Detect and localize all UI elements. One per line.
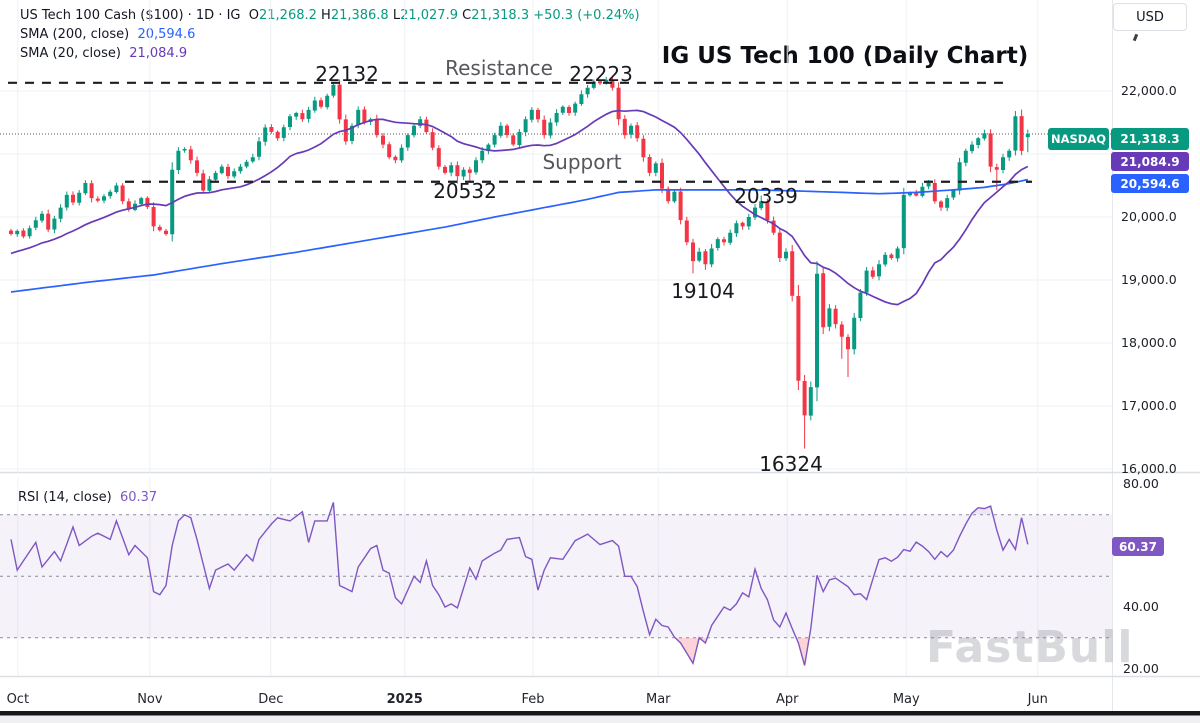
price-axis-label[interactable]: 17,000.0 <box>1121 398 1177 413</box>
ohlc-item: +50.3 (+0.24%) <box>533 8 640 23</box>
chart-annotation: Resistance <box>445 56 553 80</box>
price-badge: NASDAQ <box>1048 128 1109 150</box>
chart-annotation: 22132 <box>315 62 379 86</box>
sma20-label: SMA (20, close) <box>20 46 121 61</box>
sma20-line <box>10 109 1029 306</box>
sma200-value: 20,594.6 <box>137 27 196 42</box>
sma200-label: SMA (200, close) <box>20 27 130 42</box>
ohlc-item: 21,386.8 <box>330 8 389 23</box>
chart-annotation: 16324 <box>759 452 823 476</box>
chart-annotation: Support <box>542 150 622 174</box>
sma200-line <box>10 178 1028 293</box>
ohlc-item: O <box>248 8 259 23</box>
ohlc-item: H <box>321 8 331 23</box>
time-axis-label[interactable]: Nov <box>137 692 163 707</box>
chart-annotation: 19104 <box>671 279 735 303</box>
time-axis-label[interactable]: May <box>892 692 920 707</box>
price-badge: 21,318.3 <box>1111 128 1189 150</box>
rsi-legend[interactable]: RSI (14, close) 60.37 <box>18 490 157 505</box>
fastbull-watermark: FastBull <box>926 622 1134 673</box>
ohlc-item: 21,268.2 <box>259 8 317 23</box>
time-axis-label[interactable]: Feb <box>521 692 545 707</box>
price-axis-label[interactable]: 19,000.0 <box>1121 272 1177 287</box>
chart-legend-row-sma200[interactable]: SMA (200, close) 20,594.6 <box>20 27 195 42</box>
ohlc-item: 21,027.9 <box>400 8 458 23</box>
chart-legend-row-sma20[interactable]: SMA (20, close) 21,084.9 <box>20 46 187 61</box>
rsi-value: 60.37 <box>119 490 158 505</box>
ohlc-item: C <box>462 8 472 23</box>
candles-down <box>9 79 1024 416</box>
time-axis-label[interactable]: Apr <box>775 692 799 707</box>
time-axis-label[interactable]: Dec <box>258 692 284 707</box>
rsi-label: RSI (14, close) <box>18 490 112 505</box>
time-axis-label[interactable]: Jun <box>1027 692 1048 707</box>
currency-selector[interactable]: USD <box>1113 3 1187 31</box>
chart-annotation: 20532 <box>433 179 497 203</box>
rsi-axis-label[interactable]: 20.00 <box>1123 660 1159 676</box>
price-badge: 21,084.9 <box>1111 152 1189 171</box>
sma20-value: 21,084.9 <box>129 46 188 61</box>
rsi-axis-label[interactable]: 40.00 <box>1123 599 1159 614</box>
chart-annotation: 22223 <box>569 62 633 86</box>
ohlc-item: 21,318.3 <box>471 8 530 23</box>
price-axis-label[interactable]: 20,000.0 <box>1121 209 1177 224</box>
price-axis-label[interactable]: 22,000.0 <box>1121 83 1177 98</box>
price-badge: 20,594.6 <box>1111 174 1189 193</box>
chart-legend-row-main[interactable]: US Tech 100 Cash ($100) · 1D · IG O21,26… <box>20 8 640 23</box>
price-axis-label[interactable]: 16,000.0 <box>1121 461 1177 476</box>
price-badge: 60.37 <box>1112 537 1164 556</box>
time-axis-label[interactable]: 2025 <box>386 692 423 707</box>
price-axis-label[interactable]: 18,000.0 <box>1121 335 1177 350</box>
rsi-line <box>10 502 1029 666</box>
chart-annotation: 20339 <box>734 184 798 208</box>
rsi-axis-label[interactable]: 80.00 <box>1123 476 1159 491</box>
time-axis-label[interactable]: Mar <box>646 692 671 707</box>
time-axis-label[interactable]: Oct <box>6 692 30 707</box>
chart-title: IG US Tech 100 (Daily Chart) <box>661 43 1029 69</box>
ohlc-item: L <box>392 8 401 23</box>
candles-up <box>15 79 1030 416</box>
symbol-title: US Tech 100 Cash ($100) · 1D · IG <box>20 8 241 23</box>
